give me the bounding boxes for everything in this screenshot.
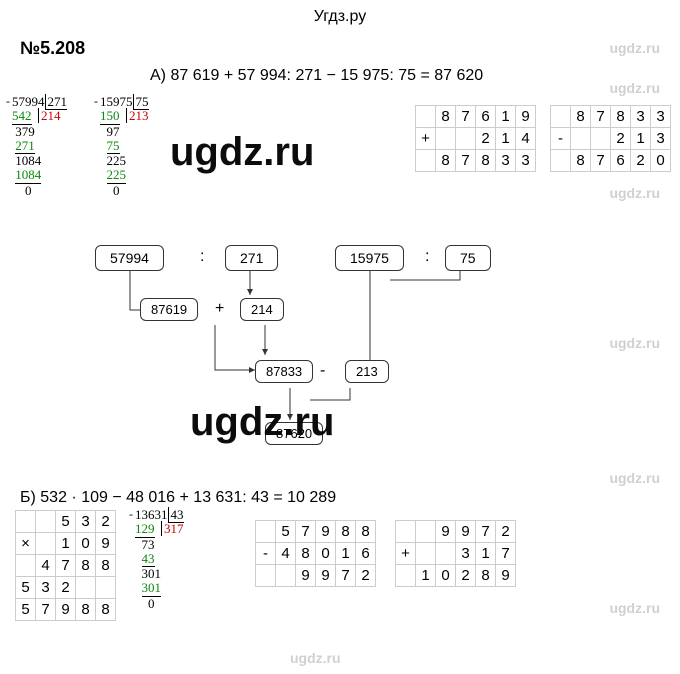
long-division-3: - 1363143 129 317 73 43 301 301 0 (135, 508, 184, 611)
watermark: ugdz.ru (609, 185, 660, 201)
flow-node: 214 (240, 298, 284, 321)
step: 379 (15, 124, 35, 139)
remainder: 0 (25, 183, 32, 198)
step: 271 (15, 139, 35, 154)
step: 1084 (15, 153, 41, 168)
long-division-1: - 57994271 542 214 379 271 1084 1084 0 (12, 95, 67, 198)
step: 542 (12, 109, 32, 124)
remainder: 0 (113, 183, 120, 198)
flowchart: 57994 : 271 15975 : 75 87619 + 214 87833… (0, 240, 680, 470)
long-division-2: - 1597575 150 213 97 75 225 225 0 (100, 95, 149, 198)
watermark: ugdz.ru (609, 40, 660, 56)
addition-1: 87619 +214 87833 (415, 105, 536, 172)
problem-number: №5.208 (0, 34, 680, 63)
op-divide: : (200, 248, 204, 266)
watermark: ugdz.ru (609, 600, 660, 616)
op-minus: - (320, 362, 325, 380)
step: 129 (135, 522, 155, 537)
flow-node: 57994 (95, 245, 164, 271)
flow-node: 213 (345, 360, 389, 383)
subtraction-2: 57988 -48016 9972 (255, 520, 376, 587)
dividend: 15975 (100, 94, 133, 109)
op-divide: : (425, 248, 429, 266)
quotient: 317 (161, 521, 184, 536)
dividend: 13631 (135, 507, 168, 522)
quotient: 214 (38, 108, 61, 123)
step: 43 (142, 552, 155, 567)
quotient: 213 (126, 108, 149, 123)
flow-arrows (0, 240, 680, 470)
flow-node: 15975 (335, 245, 404, 271)
step: 225 (107, 153, 127, 168)
step: 75 (107, 139, 120, 154)
site-header: Угдз.ру (0, 0, 680, 34)
subtraction-1: 87833 -213 87620 (550, 105, 671, 172)
step: 97 (107, 124, 120, 139)
flow-node: 87833 (255, 360, 313, 383)
dividend: 57994 (12, 94, 45, 109)
watermark: ugdz.ru (609, 335, 660, 351)
minus-sign: - (94, 95, 98, 108)
flow-node: 271 (225, 245, 278, 271)
watermark: ugdz.ru (609, 470, 660, 486)
remainder: 0 (148, 596, 155, 611)
step: 150 (100, 109, 120, 124)
step: 1084 (15, 168, 41, 183)
op-plus: + (215, 300, 224, 318)
flow-node: 87619 (140, 298, 198, 321)
problem-a-statement: А) 87 619 + 57 994: 271 − 15 975: 75 = 8… (0, 63, 680, 89)
minus-sign: - (6, 95, 10, 108)
watermark-big: ugdz.ru (190, 400, 334, 445)
step: 301 (142, 581, 162, 596)
flow-node: 75 (445, 245, 491, 271)
step: 225 (107, 168, 127, 183)
step: 73 (142, 537, 155, 552)
watermark: ugdz.ru (290, 650, 341, 666)
watermark: ugdz.ru (609, 80, 660, 96)
minus-sign: - (129, 508, 133, 521)
watermark-big: ugdz.ru (170, 130, 314, 175)
step: 301 (142, 566, 162, 581)
multiplication-1: 532 ×109 4788 532 57988 (15, 510, 116, 621)
addition-2: 9972 +317 10289 (395, 520, 516, 587)
